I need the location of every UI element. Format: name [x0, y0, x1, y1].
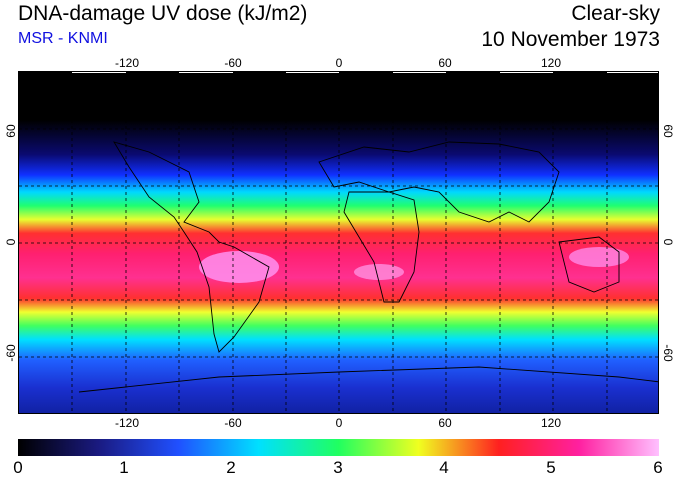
color-scale-label: 1 — [119, 458, 129, 477]
lat-tick-right: 0 — [661, 238, 675, 246]
lon-tick-bottom: 120 — [540, 416, 562, 430]
lon-tick-top: 0 — [335, 56, 343, 70]
color-scale-label: 4 — [439, 458, 449, 477]
lon-tick-top: -60 — [224, 56, 242, 70]
color-scale-label: 2 — [226, 458, 236, 477]
lon-tick-bottom: -60 — [224, 416, 242, 430]
high-dose-south-america — [199, 251, 279, 283]
color-scale-bar — [18, 439, 659, 456]
lon-tick-top: 120 — [540, 56, 562, 70]
color-scale-label: 3 — [333, 458, 343, 477]
coastlines — [78, 141, 658, 393]
lat-tick-left: -60 — [4, 344, 18, 362]
uv-dose-map — [18, 71, 659, 414]
high-dose-australia — [569, 247, 629, 267]
lon-tick-bottom: 60 — [438, 416, 452, 430]
lon-tick-top: 60 — [438, 56, 452, 70]
date-label: 10 November 1973 — [481, 28, 660, 51]
lon-tick-bottom: -120 — [114, 416, 140, 430]
chart-title: DNA-damage UV dose (kJ/m2) — [18, 2, 308, 25]
gridlines — [19, 72, 658, 413]
color-scale-label: 6 — [653, 458, 663, 477]
lat-tick-right: 60 — [661, 124, 675, 138]
high-dose-africa — [354, 264, 404, 280]
sky-condition-label: Clear-sky — [571, 2, 660, 25]
lat-tick-right: -60 — [661, 344, 675, 362]
lon-tick-top: -120 — [114, 56, 140, 70]
color-scale-label: 5 — [546, 458, 556, 477]
lat-tick-left: 0 — [4, 238, 18, 246]
lat-tick-left: 60 — [4, 124, 18, 138]
lon-tick-bottom: 0 — [335, 416, 343, 430]
source-label: MSR - KNMI — [18, 30, 108, 47]
color-scale-label: 0 — [13, 458, 23, 477]
